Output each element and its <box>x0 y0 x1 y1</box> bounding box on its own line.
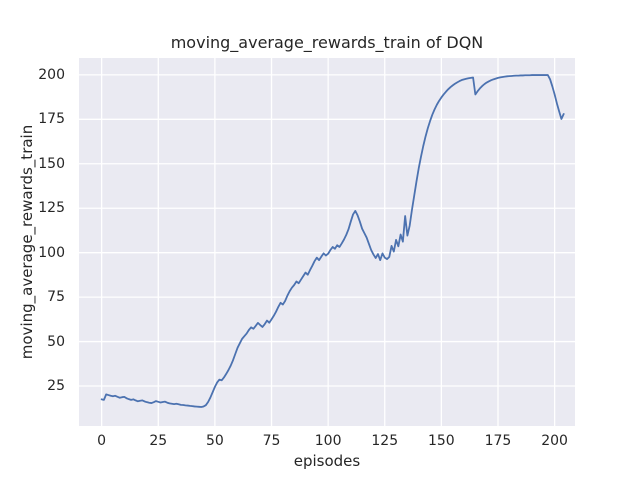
x-tick-label: 25 <box>149 433 168 449</box>
y-tick-label: 125 <box>38 200 65 217</box>
y-tick-label: 175 <box>38 111 65 128</box>
x-tick-label: 125 <box>371 433 399 449</box>
y-tick-label: 25 <box>47 378 65 394</box>
y-tick-label: 150 <box>38 155 65 172</box>
chart-title: moving_average_rewards_train of DQN <box>170 33 484 52</box>
y-tick-label: 200 <box>38 66 65 83</box>
x-tick-label: 175 <box>484 433 512 449</box>
plot-background <box>79 58 575 426</box>
x-tick-label: 150 <box>427 433 455 449</box>
x-tick-label: 50 <box>205 433 224 449</box>
y-tick-label: 100 <box>38 244 65 261</box>
y-tick-label: 75 <box>47 289 65 306</box>
x-axis-label: episodes <box>293 452 361 470</box>
x-tick-label: 75 <box>262 433 281 449</box>
data-line <box>100 74 565 408</box>
x-tick-label: 100 <box>314 433 342 449</box>
x-tick-label: 200 <box>541 433 568 449</box>
y-tick-label: 50 <box>47 333 65 350</box>
x-tick-label: 0 <box>97 433 107 449</box>
